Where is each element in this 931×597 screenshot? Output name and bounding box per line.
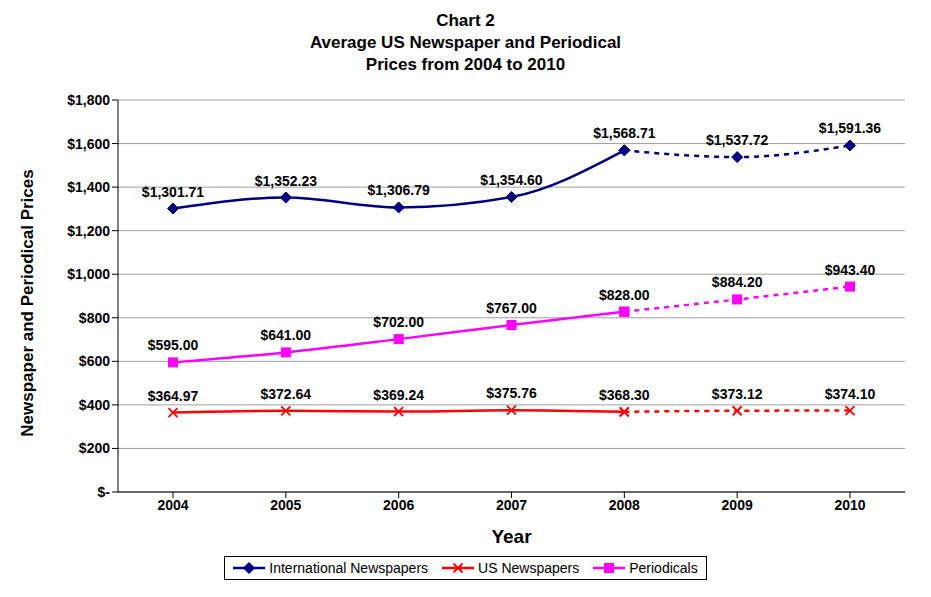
svg-text:$600: $600 [79, 353, 110, 369]
svg-text:$-: $- [98, 484, 111, 500]
svg-text:$368.30: $368.30 [599, 387, 650, 403]
html-text:Prices from 2004 to 2010: Prices from 2004 to 2010 [365, 55, 566, 74]
svg-text:$1,600: $1,600 [67, 136, 110, 152]
svg-text:$800: $800 [79, 310, 110, 326]
html-text:Newspaper and Periodical Price: Newspaper and Periodical Prices [18, 169, 37, 437]
svg-text:$400: $400 [79, 397, 110, 413]
html-text:Chart 2: Chart 2 [436, 11, 495, 30]
svg-text:2005: 2005 [270, 497, 301, 513]
svg-text:$828.00: $828.00 [599, 287, 650, 303]
svg-text:2009: 2009 [722, 497, 753, 513]
svg-text:$1,301.71: $1,301.71 [142, 184, 204, 200]
svg-text:$200: $200 [79, 440, 110, 456]
html-text:Year: Year [491, 526, 532, 547]
svg-text:$884.20: $884.20 [712, 274, 763, 290]
svg-text:$1,352.23: $1,352.23 [255, 173, 317, 189]
html-text:Average US Newspaper and Perio: Average US Newspaper and Periodical [309, 33, 622, 52]
svg-text:2010: 2010 [834, 497, 865, 513]
svg-text:$1,354.60: $1,354.60 [480, 172, 542, 188]
svg-text:$364.97: $364.97 [148, 388, 199, 404]
svg-text:$374.10: $374.10 [825, 386, 876, 402]
svg-text:$1,200: $1,200 [67, 223, 110, 239]
svg-text:$369.24: $369.24 [373, 387, 424, 403]
svg-text:$375.76: $375.76 [486, 385, 537, 401]
html-text:International Newspapers: International Newspapers [269, 560, 429, 576]
svg-text:$1,568.71: $1,568.71 [593, 125, 655, 141]
svg-text:2006: 2006 [383, 497, 414, 513]
html-text:US Newspapers: US Newspapers [478, 560, 580, 576]
svg-text:$595.00: $595.00 [148, 337, 199, 353]
svg-text:$702.00: $702.00 [373, 314, 424, 330]
html-text:Periodicals: Periodicals [629, 560, 698, 576]
svg-text:$1,400: $1,400 [67, 179, 110, 195]
svg-text:$373.12: $373.12 [712, 386, 763, 402]
svg-text:2007: 2007 [496, 497, 527, 513]
svg-text:$767.00: $767.00 [486, 300, 537, 316]
svg-text:$1,800: $1,800 [67, 92, 110, 108]
svg-text:2008: 2008 [609, 497, 640, 513]
svg-text:$1,306.79: $1,306.79 [368, 182, 430, 198]
svg-text:$1,000: $1,000 [67, 266, 110, 282]
svg-text:2004: 2004 [157, 497, 188, 513]
svg-text:$1,537.72: $1,537.72 [706, 132, 768, 148]
svg-text:$641.00: $641.00 [261, 327, 312, 343]
svg-text:$372.64: $372.64 [261, 386, 312, 402]
svg-text:$943.40: $943.40 [825, 262, 876, 278]
svg-text:$1,591.36: $1,591.36 [819, 120, 881, 136]
